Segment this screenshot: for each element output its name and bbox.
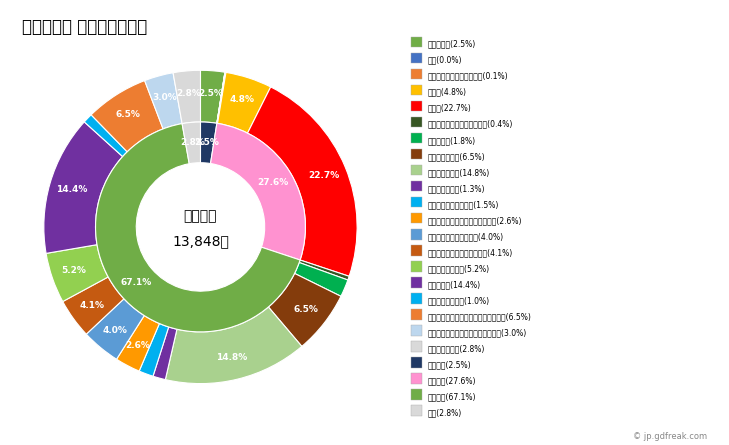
Wedge shape [46,245,108,302]
Wedge shape [63,277,124,334]
Wedge shape [117,316,160,371]
Wedge shape [200,122,217,163]
Text: 2.8%: 2.8% [181,138,206,147]
Text: 2.5%: 2.5% [195,138,219,147]
Text: 22.7%: 22.7% [308,171,340,180]
Wedge shape [217,72,226,123]
Text: 5.2%: 5.2% [61,266,86,275]
Wedge shape [200,70,225,123]
Text: 4.1%: 4.1% [79,301,104,310]
Text: 6.5%: 6.5% [294,305,319,314]
Wedge shape [295,263,348,296]
Text: 2.5%: 2.5% [198,89,223,98]
Wedge shape [217,72,225,123]
Wedge shape [144,73,182,129]
Text: 27.6%: 27.6% [257,178,289,187]
Text: 4.0%: 4.0% [103,326,128,335]
Text: 14.4%: 14.4% [56,185,87,194]
Wedge shape [211,123,305,260]
Text: 67.1%: 67.1% [121,278,152,287]
Text: 6.5%: 6.5% [116,109,141,119]
Text: 3.0%: 3.0% [152,93,177,102]
Wedge shape [299,260,349,280]
Legend: 農業，林業(2.5%), 漁業(0.0%), 鉱業，採石業，砂利採取業(0.1%), 建設業(4.8%), 製造業(22.7%), 電気・ガス・熱供給・水道業(: 農業，林業(2.5%), 漁業(0.0%), 鉱業，採石業，砂利採取業(0.1%… [411,36,531,417]
Text: ２０２０年 小川町の就業者: ２０２０年 小川町の就業者 [22,18,147,36]
Wedge shape [44,122,122,253]
Text: 就業者数: 就業者数 [184,209,217,223]
Wedge shape [248,87,357,276]
Text: 13,848人: 13,848人 [172,234,229,248]
Wedge shape [165,307,302,384]
Text: 2.8%: 2.8% [176,89,201,98]
Text: 14.8%: 14.8% [217,352,248,362]
Wedge shape [139,324,168,376]
Wedge shape [85,115,127,157]
Wedge shape [182,122,200,164]
Wedge shape [91,81,163,152]
Wedge shape [173,70,200,124]
Text: 2.6%: 2.6% [125,341,151,350]
Wedge shape [268,273,341,346]
Wedge shape [95,124,300,332]
Wedge shape [86,299,144,359]
Text: 4.8%: 4.8% [230,95,254,104]
Wedge shape [217,73,270,133]
Wedge shape [153,327,177,380]
Text: © jp.gdfreak.com: © jp.gdfreak.com [633,432,707,441]
